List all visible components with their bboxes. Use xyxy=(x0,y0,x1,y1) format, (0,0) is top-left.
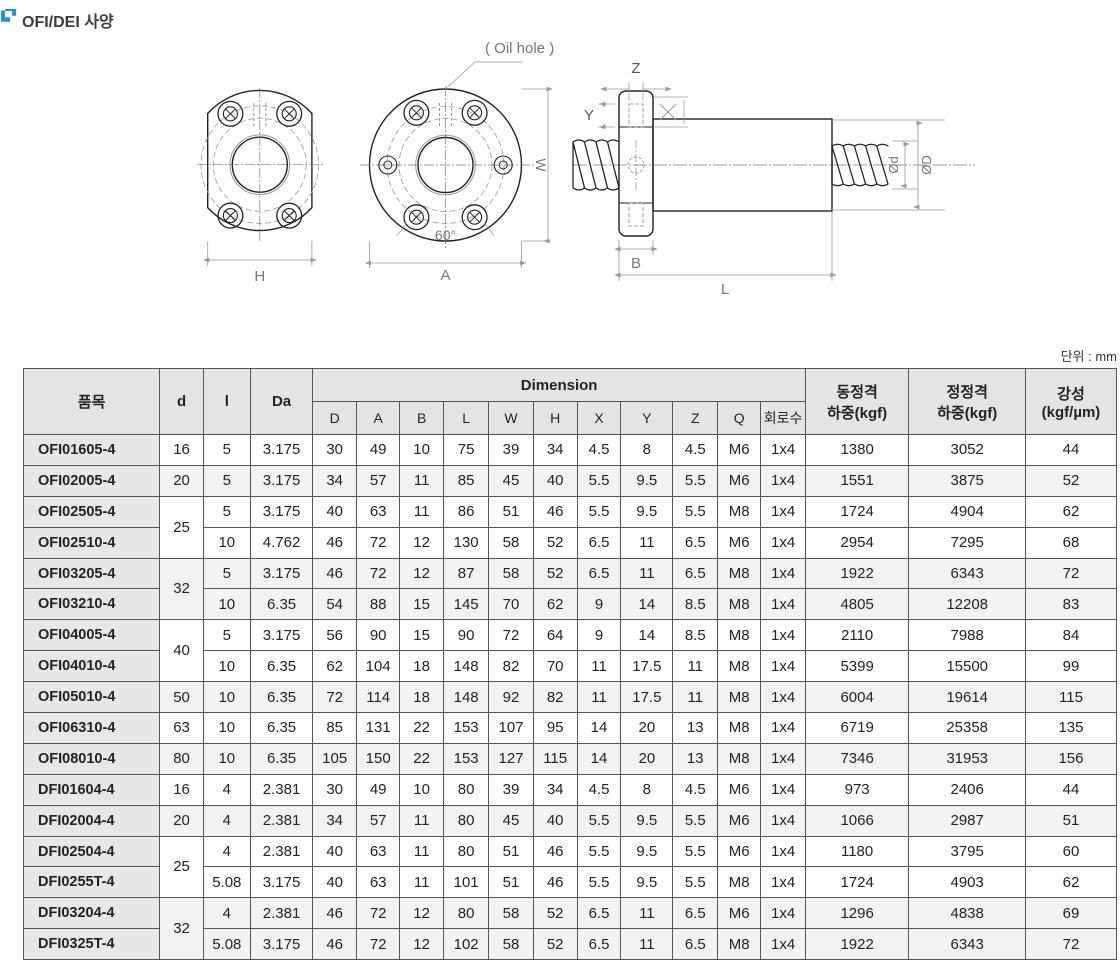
svg-text:Z: Z xyxy=(631,60,640,77)
svg-text:W: W xyxy=(533,158,549,172)
svg-text:H: H xyxy=(254,268,265,285)
svg-text:ØD: ØD xyxy=(919,155,934,175)
svg-text:Y: Y xyxy=(584,107,594,124)
svg-text:( Oil hole ): ( Oil hole ) xyxy=(485,40,554,57)
svg-text:Ød: Ød xyxy=(886,156,901,173)
svg-text:L: L xyxy=(721,281,729,298)
svg-text:B: B xyxy=(631,255,641,272)
svg-text:A: A xyxy=(440,267,450,284)
svg-text:60°: 60° xyxy=(435,227,456,243)
